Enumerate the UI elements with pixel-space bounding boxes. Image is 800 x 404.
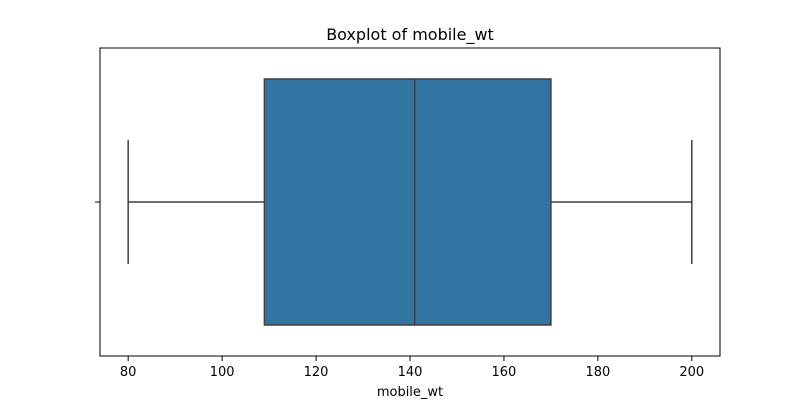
x-tick-label: 120	[304, 365, 329, 380]
x-axis-label: mobile_wt	[377, 385, 443, 400]
x-tick-label: 180	[585, 365, 610, 380]
chart-title: Boxplot of mobile_wt	[326, 25, 494, 45]
iqr-box	[263, 78, 552, 326]
x-tick-label: 100	[210, 365, 235, 380]
x-tick-label: 200	[679, 365, 704, 380]
x-axis-ticks: 80 100 120 140 160 180 200	[120, 356, 704, 380]
x-tick-label: 80	[120, 365, 137, 380]
x-tick-label: 140	[398, 365, 423, 380]
x-tick-label: 160	[492, 365, 517, 380]
plot-area	[127, 78, 693, 326]
